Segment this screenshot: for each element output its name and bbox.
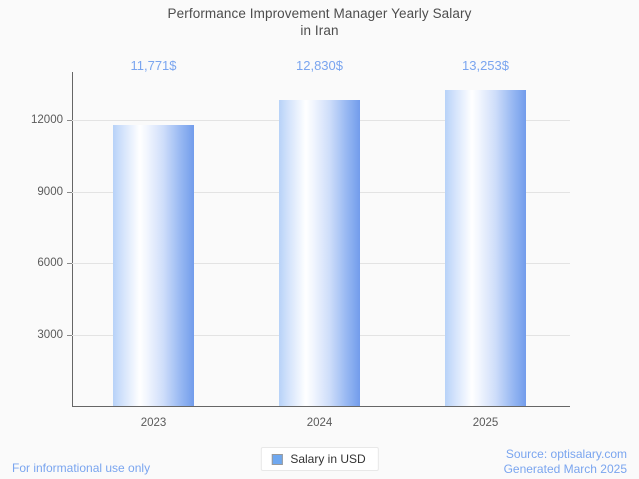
legend-label-salary-in-usd: Salary in USD [290,452,366,466]
bar-2023[interactable] [113,125,194,406]
chart-legend[interactable]: Salary in USD [260,447,379,471]
tick-mark-3000 [67,334,72,336]
bar-2024[interactable] [279,99,360,406]
x-tick-label-2024: 2024 [306,417,333,429]
source-text: Source: optisalary.com [505,447,627,461]
plot-area: 3000 6000 9000 12000 11,771$ 12,830$ 13,… [31,58,570,429]
generated-date-text: Generated March 2025 [503,461,627,476]
tick-mark-12000 [67,120,72,121]
legend-swatch-icon [271,453,283,465]
chart-title-line1: Performance Improvement Manager Yearly S… [167,6,472,21]
disclaimer-text: For informational use only [12,461,151,475]
y-tick-label-6000: 6000 [37,257,63,269]
bar-value-label-2024: 12,830$ [296,58,343,73]
tick-mark-6000 [67,263,72,264]
bar-value-label-2025: 13,253$ [462,58,509,73]
x-tick-label-2023: 2023 [140,417,167,429]
bar-value-label-2023: 11,771$ [130,58,177,73]
chart-title-line2: in Iran [300,23,339,38]
y-tick-label-12000: 12000 [31,114,63,126]
x-tick-label-2025: 2025 [472,417,499,429]
bar-2025[interactable] [445,89,526,406]
chart-title: Performance Improvement Manager Yearly S… [0,5,639,39]
y-tick-label-9000: 9000 [37,185,63,198]
x-axis-line [72,406,570,407]
y-tick-label-3000: 3000 [37,328,63,341]
y-axis-line [72,72,73,406]
source-block: Source: optisalary.com Generated March 2… [504,447,627,476]
tick-mark-9000 [67,191,72,193]
